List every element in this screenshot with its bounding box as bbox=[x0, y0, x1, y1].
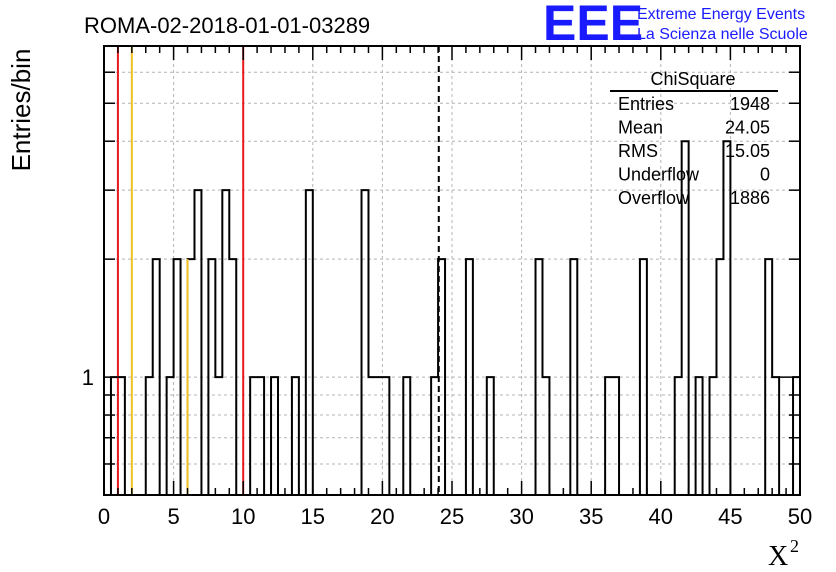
histogram-bin bbox=[250, 377, 257, 495]
stats-title: ChiSquare bbox=[650, 69, 735, 89]
eee-logo-mark: EEE bbox=[543, 0, 643, 51]
histogram-bin bbox=[208, 259, 215, 495]
x-tick-label: 50 bbox=[788, 504, 812, 529]
x-axis-label-group: X 2 bbox=[768, 536, 799, 572]
x-tick-label: 45 bbox=[718, 504, 742, 529]
chart-title: ROMA-02-2018-01-01-03289 bbox=[84, 13, 370, 38]
stats-label: RMS bbox=[618, 141, 658, 161]
stats-value: 1886 bbox=[730, 188, 770, 208]
histogram-bin bbox=[362, 190, 369, 495]
histogram-bin bbox=[368, 377, 375, 495]
histogram-bin bbox=[542, 377, 549, 495]
stats-value: 1948 bbox=[730, 94, 770, 114]
histogram-bin bbox=[605, 377, 612, 495]
histogram-bin bbox=[716, 259, 723, 495]
x-tick-label: 30 bbox=[509, 504, 533, 529]
stats-box: ChiSquare Entries 1948 Mean 24.05 RMS 15.05 Un… bbox=[610, 69, 778, 208]
histogram-bin bbox=[146, 377, 153, 495]
histogram-bin bbox=[536, 259, 543, 495]
histogram-bin bbox=[153, 259, 160, 495]
stats-value: 0 bbox=[760, 165, 770, 185]
y-tick-label: 1 bbox=[82, 365, 94, 390]
x-tick-label: 20 bbox=[370, 504, 394, 529]
reference-lines bbox=[116, 46, 440, 495]
histogram-bin bbox=[167, 377, 174, 495]
stats-label: Entries bbox=[618, 94, 674, 114]
x-tick-label: 5 bbox=[167, 504, 179, 529]
histogram-bin bbox=[675, 377, 682, 495]
histogram-bin bbox=[188, 259, 195, 495]
y-axis-label: Entries/bin bbox=[6, 49, 36, 172]
x-tick-label: 0 bbox=[98, 504, 110, 529]
stats-label: Underflow bbox=[618, 165, 700, 185]
grid bbox=[104, 46, 800, 495]
histogram-bin bbox=[382, 377, 389, 495]
x-axis-label-superscript: 2 bbox=[790, 536, 799, 556]
histogram-bin bbox=[765, 259, 772, 495]
histogram-bin bbox=[292, 377, 299, 495]
x-axis-label: X bbox=[768, 541, 788, 572]
histogram-bin bbox=[696, 377, 703, 495]
histogram-bin bbox=[772, 377, 779, 495]
histogram-bin bbox=[487, 377, 494, 495]
histogram-bin bbox=[431, 377, 438, 495]
histogram-bin bbox=[271, 377, 278, 495]
histogram-bin bbox=[403, 377, 410, 495]
histogram-bin bbox=[215, 377, 222, 495]
stats-label: Overflow bbox=[618, 188, 690, 208]
x-tick-label: 25 bbox=[440, 504, 464, 529]
stats-value: 15.05 bbox=[725, 141, 770, 161]
x-tick-label: 35 bbox=[579, 504, 603, 529]
histogram-bin bbox=[640, 259, 647, 495]
histogram-bin bbox=[466, 259, 473, 495]
histogram-bin bbox=[306, 190, 313, 495]
x-tick-label: 10 bbox=[231, 504, 255, 529]
histogram-bin bbox=[118, 377, 125, 495]
x-tick-label: 40 bbox=[649, 504, 673, 529]
histogram-bin bbox=[194, 190, 201, 495]
histogram-bin bbox=[612, 377, 619, 495]
histogram-bin bbox=[570, 259, 577, 495]
x-tick-label: 15 bbox=[301, 504, 325, 529]
histogram-bin bbox=[257, 377, 264, 495]
histogram-bin bbox=[710, 377, 717, 495]
histogram-bin bbox=[375, 377, 382, 495]
eee-logo-line2: La Scienza nelle Scuole bbox=[637, 26, 808, 43]
stats-label: Mean bbox=[618, 118, 663, 138]
histogram-bin bbox=[229, 259, 236, 495]
eee-logo: EEE Extreme Energy Events La Scienza nel… bbox=[543, 0, 808, 51]
histogram-bin bbox=[222, 190, 229, 495]
eee-logo-line1: Extreme Energy Events bbox=[637, 6, 805, 23]
stats-rows: Entries 1948 Mean 24.05 RMS 15.05 Underflow 0 Ov… bbox=[618, 94, 770, 208]
y-axis: 1 bbox=[82, 71, 800, 465]
stats-value: 24.05 bbox=[725, 118, 770, 138]
histogram-bin bbox=[174, 259, 181, 495]
x-axis: 0 5 10 15 20 25 30 35 40 45 50 bbox=[98, 46, 812, 529]
